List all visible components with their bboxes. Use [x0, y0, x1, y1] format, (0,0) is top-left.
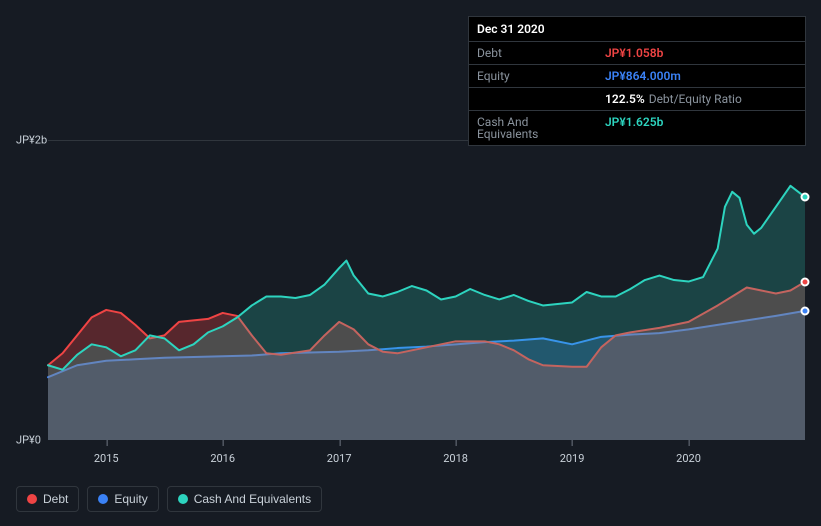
- x-axis-tick: 2016: [210, 452, 235, 465]
- x-axis-tick: 2017: [327, 452, 352, 465]
- tooltip-value: JP¥1.058b: [597, 42, 805, 64]
- tooltip-row-cash: Cash And EquivalentsJP¥1.625b: [469, 111, 805, 145]
- x-axis-tick: 2020: [676, 452, 701, 465]
- tooltip-row-debt: DebtJP¥1.058b: [469, 42, 805, 65]
- series-fill-cash: [48, 186, 805, 440]
- x-axis-tick: 2018: [443, 452, 468, 465]
- legend-swatch-icon: [27, 494, 37, 504]
- tooltip-label: Debt: [469, 42, 597, 64]
- legend-item-equity[interactable]: Equity: [87, 486, 158, 512]
- chart-root: Dec 31 2020 DebtJP¥1.058bEquityJP¥864.00…: [0, 0, 821, 526]
- legend: Debt Equity Cash And Equivalents: [16, 486, 322, 512]
- tooltip-row-ratio: 122.5%Debt/Equity Ratio: [469, 88, 805, 111]
- legend-item-cash[interactable]: Cash And Equivalents: [167, 486, 322, 512]
- legend-label: Equity: [114, 492, 147, 506]
- x-axis-tick: 2015: [94, 452, 119, 465]
- tooltip-value-suffix: Debt/Equity Ratio: [649, 92, 742, 106]
- tooltip-label: Equity: [469, 65, 597, 87]
- tooltip-label: [469, 88, 597, 110]
- legend-swatch-icon: [178, 494, 188, 504]
- legend-label: Cash And Equivalents: [194, 492, 311, 506]
- y-axis-label: JP¥0: [16, 434, 41, 447]
- hover-tooltip: Dec 31 2020 DebtJP¥1.058bEquityJP¥864.00…: [468, 16, 806, 146]
- tooltip-value: JP¥1.625b: [597, 111, 805, 145]
- tooltip-label: Cash And Equivalents: [469, 111, 597, 145]
- tooltip-row-equity: EquityJP¥864.000m: [469, 65, 805, 88]
- tooltip-value: 122.5%Debt/Equity Ratio: [597, 88, 805, 110]
- x-axis: 2015 2016 2017 2018 2019 2020: [48, 440, 805, 468]
- tooltip-value: JP¥864.000m: [597, 65, 805, 87]
- chart-plot-area[interactable]: [48, 140, 805, 440]
- legend-label: Debt: [43, 492, 68, 506]
- y-axis-label: JP¥2b: [16, 134, 47, 147]
- legend-item-debt[interactable]: Debt: [16, 486, 79, 512]
- x-axis-tick: 2019: [560, 452, 585, 465]
- legend-swatch-icon: [98, 494, 108, 504]
- tooltip-date: Dec 31 2020: [469, 17, 805, 42]
